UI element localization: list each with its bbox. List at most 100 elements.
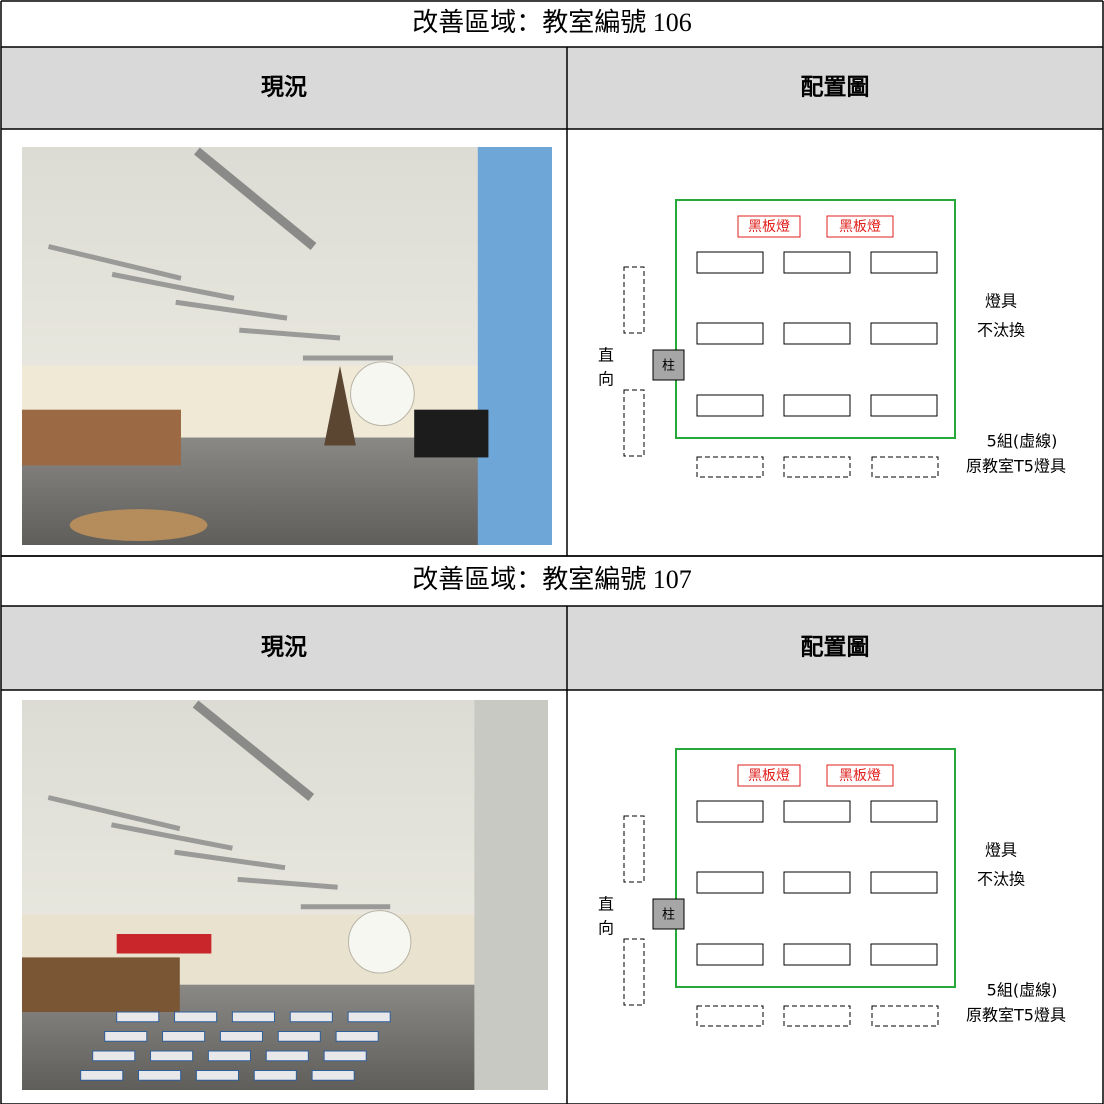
photo-light xyxy=(194,147,317,250)
photo-desk xyxy=(207,1050,251,1062)
photo-desk xyxy=(231,1011,275,1023)
old-fixture-dashed xyxy=(623,389,645,457)
blackboard-light-label: 黑板燈 xyxy=(839,219,881,235)
photo-desk xyxy=(253,1070,297,1081)
light-fixture xyxy=(696,871,764,894)
light-fixture xyxy=(783,251,851,274)
dashed-note: 5組(虛線) xyxy=(987,981,1058,1000)
pillar-label: 柱 xyxy=(662,359,675,374)
photo-light xyxy=(47,795,181,832)
old-fixture-dashed xyxy=(696,1005,764,1027)
photo-desk xyxy=(335,1031,379,1042)
photo-desk xyxy=(323,1050,367,1062)
light-fixture xyxy=(870,800,938,823)
dashed-note: 5組(虛線) xyxy=(987,432,1058,451)
light-fixture xyxy=(783,943,851,966)
pillar-label: 柱 xyxy=(662,908,675,923)
header-row-bg xyxy=(1,606,1103,690)
photo-desk xyxy=(80,1070,124,1081)
photo-furniture xyxy=(22,957,180,1012)
photo-desk xyxy=(347,1011,391,1023)
photo-desk xyxy=(150,1050,194,1062)
light-fixture xyxy=(783,871,851,894)
photo-desk xyxy=(277,1031,321,1042)
photo-light xyxy=(192,700,315,802)
photo-desk xyxy=(219,1031,263,1042)
photo xyxy=(22,700,548,1090)
photo-desk xyxy=(162,1031,206,1042)
old-fixture-dashed xyxy=(871,456,939,478)
header-row-bg xyxy=(1,47,1103,129)
section-title: 改善區域：教室編號 107 xyxy=(412,565,692,594)
photo-window xyxy=(347,910,412,974)
photo-desk xyxy=(174,1011,218,1023)
section-title: 改善區域：教室編號 106 xyxy=(412,8,692,37)
light-fixture xyxy=(870,322,938,345)
photo-tree xyxy=(324,365,356,446)
old-fixture-dashed xyxy=(623,266,645,334)
photo-desk xyxy=(289,1011,333,1023)
blackboard-light xyxy=(737,215,801,238)
light-fixture xyxy=(870,871,938,894)
old-fixture-dashed xyxy=(783,1005,851,1027)
photo-desk xyxy=(138,1070,182,1081)
old-fixture-dashed xyxy=(623,815,645,883)
dashed-note: 原教室T5燈具 xyxy=(966,457,1066,476)
photo-window xyxy=(350,361,415,427)
light-fixture xyxy=(783,394,851,417)
photo-light xyxy=(111,271,235,301)
blackboard-light xyxy=(737,764,801,787)
old-fixture-dashed xyxy=(623,938,645,1006)
orientation-label: 直 xyxy=(598,895,614,914)
photo-light xyxy=(239,327,341,341)
photo-desk xyxy=(116,1011,160,1023)
blackboard-light-label: 黑板燈 xyxy=(748,768,790,784)
blackboard-light xyxy=(826,215,894,238)
photo-furniture xyxy=(22,409,181,466)
photo-light xyxy=(175,299,288,321)
room-outline xyxy=(675,199,956,439)
old-fixture-dashed xyxy=(696,456,764,478)
light-fixture xyxy=(696,322,764,345)
column-header: 現況 xyxy=(261,635,307,661)
dashed-note: 原教室T5燈具 xyxy=(966,1006,1066,1025)
photo-desk xyxy=(92,1050,136,1062)
light-fixture xyxy=(870,251,938,274)
fixture-note: 燈具 xyxy=(985,292,1017,311)
photo-light xyxy=(237,876,338,890)
orientation-label: 直 xyxy=(598,346,614,365)
light-fixture xyxy=(696,394,764,417)
room-outline xyxy=(675,748,956,988)
light-fixture xyxy=(696,251,764,274)
old-fixture-dashed xyxy=(871,1005,939,1027)
photo xyxy=(22,147,552,545)
column-header: 配置圖 xyxy=(801,75,870,101)
photo-desk xyxy=(104,1031,148,1042)
light-fixture xyxy=(783,322,851,345)
blackboard-light-label: 黑板燈 xyxy=(748,219,790,235)
column-header: 現況 xyxy=(261,75,307,101)
blackboard-light-label: 黑板燈 xyxy=(839,768,881,784)
column-header: 配置圖 xyxy=(801,635,870,661)
photo-banner xyxy=(116,934,212,954)
orientation-label: 向 xyxy=(598,370,614,389)
photo-side-wall xyxy=(474,700,548,1090)
light-fixture xyxy=(696,943,764,966)
fixture-note: 不汰換 xyxy=(977,321,1025,340)
fixture-note: 燈具 xyxy=(985,841,1017,860)
light-fixture xyxy=(696,800,764,823)
photo-light xyxy=(174,849,286,871)
old-fixture-dashed xyxy=(783,456,851,478)
photo-side-wall xyxy=(477,147,552,545)
photo-desk xyxy=(265,1050,309,1062)
photo-light xyxy=(110,822,233,851)
orientation-label: 向 xyxy=(598,919,614,938)
pillar xyxy=(652,349,685,381)
fixture-note: 不汰換 xyxy=(977,870,1025,889)
pillar xyxy=(652,898,685,930)
photo-desk xyxy=(311,1070,355,1081)
light-fixture xyxy=(783,800,851,823)
